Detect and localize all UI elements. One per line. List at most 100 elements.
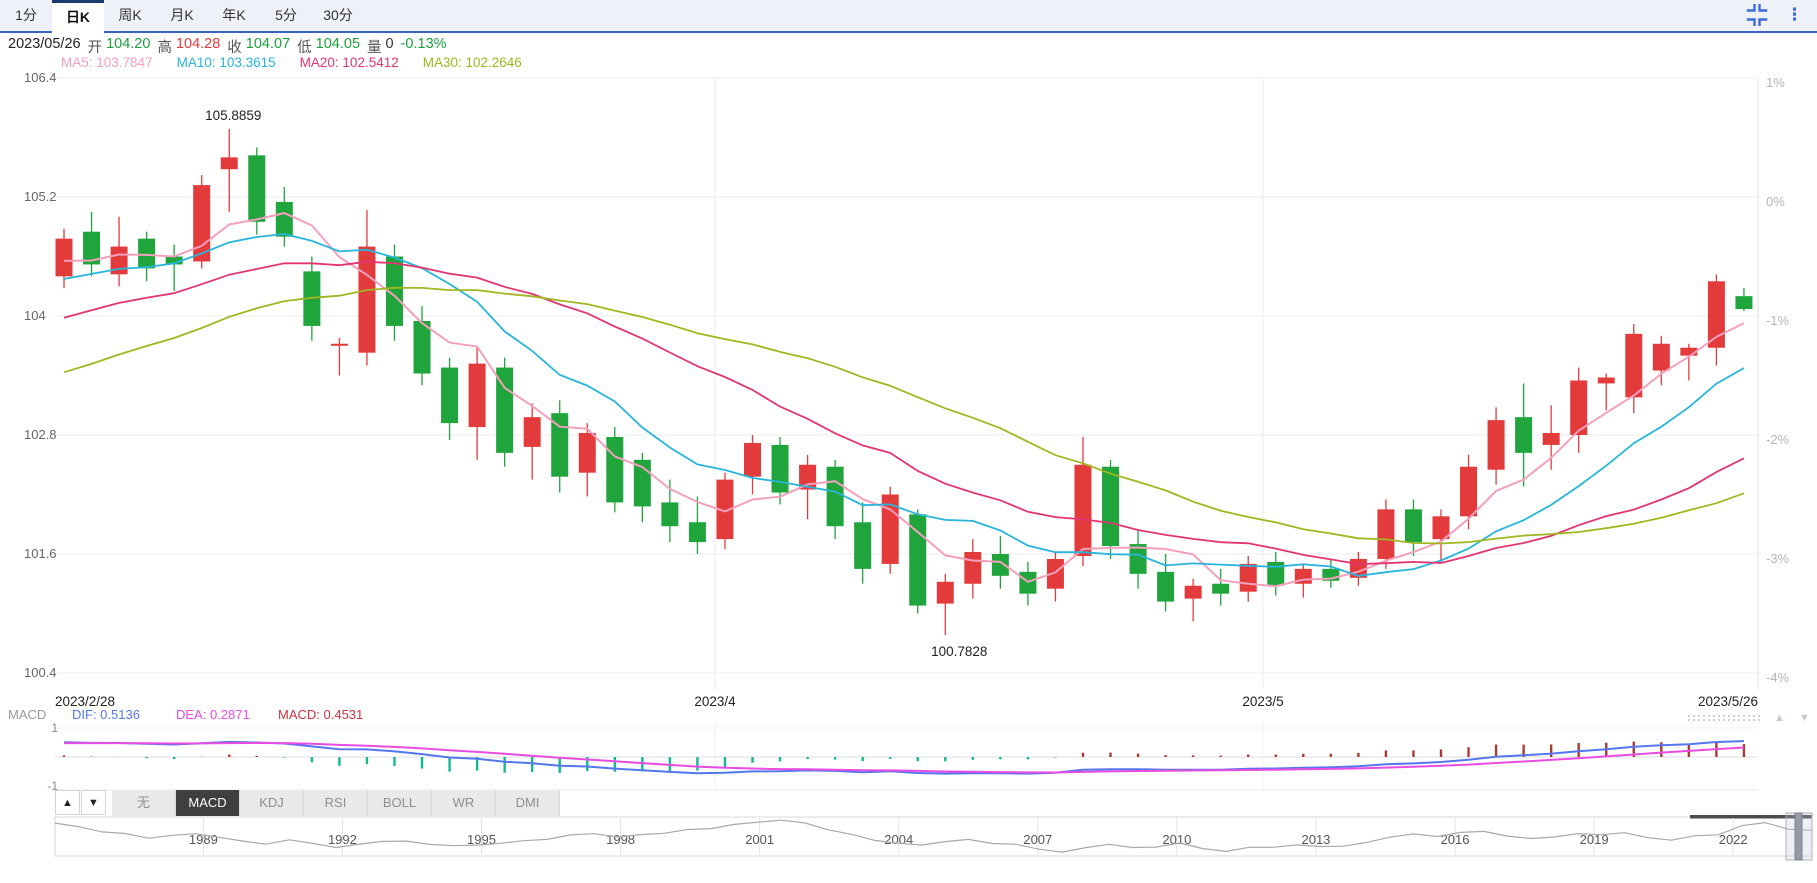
candle[interactable] — [1267, 561, 1285, 586]
macd-tick-label: -1 — [47, 779, 58, 793]
candle[interactable] — [1652, 343, 1670, 371]
candle[interactable] — [826, 466, 844, 527]
candle[interactable] — [275, 201, 293, 237]
price-tick-label: 105.2 — [24, 189, 57, 204]
date-label: 2023/5 — [1242, 694, 1283, 709]
quote-field-label: 收 — [227, 40, 242, 56]
candle[interactable] — [110, 246, 128, 275]
navigator-top-bar — [1690, 815, 1812, 819]
candle[interactable] — [1542, 433, 1560, 445]
candle[interactable] — [1157, 571, 1175, 602]
candle[interactable] — [909, 514, 927, 606]
macd-panel-title: MACD — [8, 707, 47, 722]
candle[interactable] — [1735, 296, 1753, 310]
candle[interactable] — [468, 363, 486, 428]
period-tab-6[interactable]: 5分 — [275, 7, 297, 23]
candle[interactable] — [1597, 377, 1615, 384]
ma10-legend: MA10: 103.3615 — [176, 55, 276, 70]
dif-line — [63, 740, 1744, 775]
candle[interactable] — [606, 436, 624, 503]
period-tab-5[interactable]: 年K — [222, 7, 246, 23]
candle[interactable] — [1570, 380, 1588, 435]
quote-row: 2023/05/26 开 104.20 高 104.28 收 104.07 低 104.05 量 0… — [8, 36, 447, 56]
candle[interactable] — [1129, 544, 1147, 574]
indicator-tab-DMI[interactable]: DMI — [496, 790, 560, 816]
candle[interactable] — [744, 442, 761, 477]
period-tab-3[interactable]: 周K — [118, 7, 142, 23]
ma5-line — [63, 212, 1745, 588]
candle[interactable] — [1707, 281, 1725, 348]
candle[interactable] — [716, 479, 734, 540]
candle[interactable] — [1487, 420, 1505, 470]
candle[interactable] — [413, 320, 431, 374]
indicator-tab-WR[interactable]: WR — [432, 790, 496, 816]
candle[interactable] — [1515, 417, 1533, 453]
candle[interactable] — [991, 554, 1009, 576]
panel-resize-handle-dots[interactable] — [1688, 715, 1760, 721]
indicator-down-icon[interactable]: ▼ — [81, 790, 106, 815]
macd-tick-label: 1 — [51, 721, 58, 735]
candle[interactable] — [1212, 583, 1230, 594]
candle[interactable] — [83, 231, 101, 265]
candle[interactable] — [964, 552, 982, 584]
candle[interactable] — [1322, 568, 1340, 581]
indicator-tab-无[interactable]: 无 — [112, 790, 176, 816]
candle[interactable] — [441, 367, 459, 424]
indicator-tab-MACD[interactable]: MACD — [176, 790, 240, 816]
candle[interactable] — [496, 367, 514, 453]
nav-selection-grip[interactable] — [1794, 812, 1803, 861]
candle[interactable] — [330, 343, 348, 346]
candle[interactable] — [1625, 333, 1643, 398]
candle[interactable] — [138, 238, 156, 269]
candle[interactable] — [220, 157, 238, 170]
low-annotation: 100.7828 — [931, 644, 987, 659]
panel-scroll-up-icon[interactable]: ▲ — [1774, 712, 1785, 724]
nav-year-label: 2019 — [1580, 832, 1609, 847]
candle[interactable] — [551, 413, 569, 477]
candle[interactable] — [1102, 466, 1120, 547]
candle[interactable] — [165, 256, 183, 265]
price-tick-label: 102.8 — [24, 427, 57, 442]
candle[interactable] — [1404, 509, 1422, 543]
candle[interactable] — [55, 238, 73, 277]
pct-tick-label: -4% — [1766, 670, 1790, 685]
indicator-tab-BOLL[interactable]: BOLL — [368, 790, 432, 816]
candle[interactable] — [661, 502, 679, 527]
candle[interactable] — [771, 444, 789, 493]
price-tick-label: 106.4 — [24, 70, 57, 85]
quote-field-value: 104.07 — [245, 36, 291, 52]
period-tab-2[interactable]: 日K — [52, 0, 104, 33]
candle[interactable] — [1432, 516, 1450, 540]
kebab-menu-icon[interactable]: ⋮ — [1786, 5, 1803, 24]
candle[interactable] — [1460, 466, 1478, 517]
candle[interactable] — [578, 433, 596, 473]
ma-legend: MA5: 103.7847 MA10: 103.3615 MA20: 102.541… — [61, 55, 522, 71]
pct-tick-label: -1% — [1766, 313, 1790, 328]
pct-tick-label: -2% — [1766, 432, 1790, 447]
ma30-legend: MA30: 102.2646 — [422, 55, 522, 70]
candle[interactable] — [523, 417, 541, 447]
candle[interactable] — [1184, 585, 1202, 599]
candle[interactable] — [385, 256, 403, 326]
indicator-tab-RSI[interactable]: RSI — [304, 790, 368, 816]
candle[interactable] — [688, 522, 706, 543]
period-tab-1[interactable]: 1分 — [15, 7, 37, 23]
indicator-tab-KDJ[interactable]: KDJ — [240, 790, 304, 816]
candle[interactable] — [1239, 563, 1257, 592]
candle[interactable] — [248, 155, 266, 222]
indicator-up-icon[interactable]: ▲ — [55, 790, 80, 815]
ma30-line — [63, 286, 1745, 545]
pct-tick-label: 1% — [1766, 75, 1785, 90]
candle[interactable] — [1680, 347, 1698, 356]
period-tab-7[interactable]: 30分 — [323, 7, 353, 23]
candle[interactable] — [854, 522, 872, 569]
candle[interactable] — [1074, 464, 1092, 556]
collapse-icon[interactable] — [1746, 4, 1768, 26]
period-tab-4[interactable]: 月K — [170, 7, 194, 23]
navigator-surface[interactable] — [54, 816, 1813, 857]
candle[interactable] — [1377, 509, 1395, 559]
candle[interactable] — [1046, 558, 1064, 589]
panel-scroll-down-icon[interactable]: ▼ — [1798, 712, 1810, 724]
candle[interactable] — [936, 581, 954, 604]
